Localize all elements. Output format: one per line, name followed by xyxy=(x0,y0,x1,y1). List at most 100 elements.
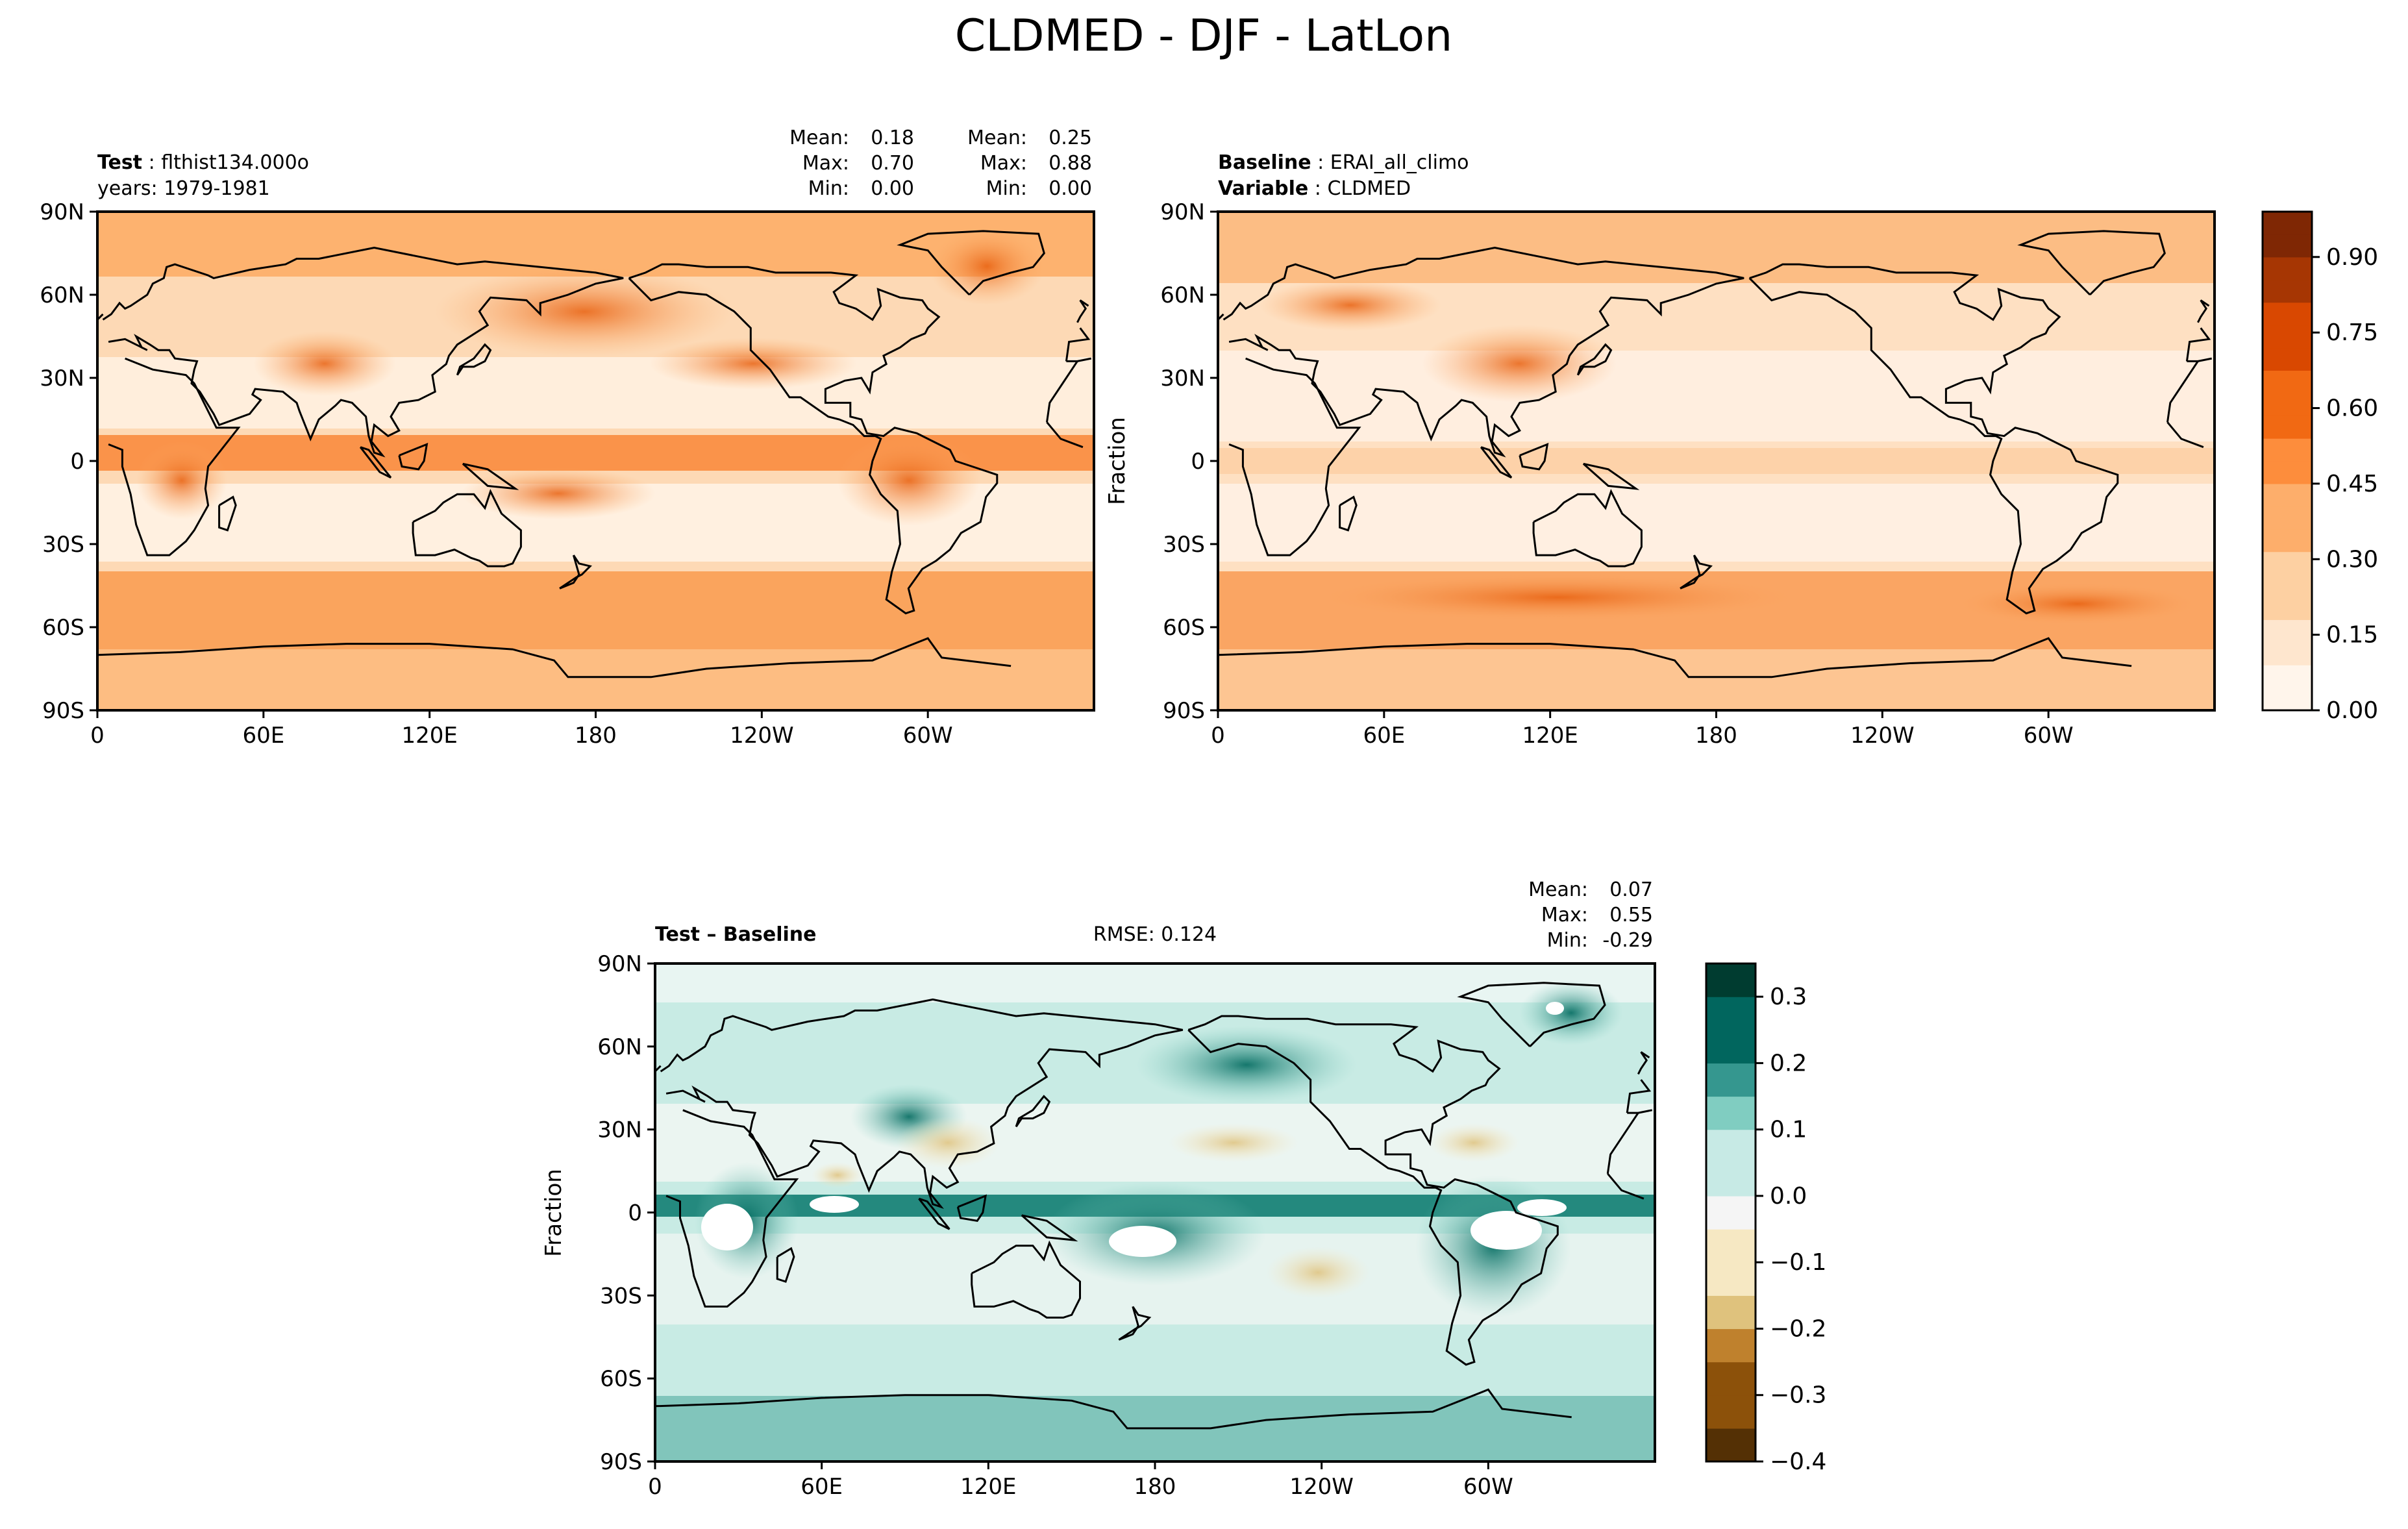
diverging-colorbar-tick-label: 0.0 xyxy=(1770,1183,1807,1210)
baseline-lon-tick-label: 180 xyxy=(1695,723,1737,749)
diverging-colorbar-band xyxy=(1706,1129,1756,1163)
coastline xyxy=(1480,446,1513,479)
sequential-colorbar-tick-label: 0.45 xyxy=(2326,471,2378,497)
coastline xyxy=(462,462,519,490)
difference-lon-tick-label: 0 xyxy=(648,1474,662,1500)
baseline-stat-label: Mean: xyxy=(789,127,849,149)
baseline-lat-tick-label: 60S xyxy=(1163,615,1205,641)
coastline xyxy=(1519,443,1549,471)
diverging-colorbar-frame xyxy=(1705,962,1757,1463)
coastline xyxy=(1066,357,1091,362)
coastline xyxy=(1076,299,1089,323)
sequential-colorbar-tick-label: 0.00 xyxy=(2326,697,2378,724)
coastline xyxy=(1118,1306,1152,1341)
coastline xyxy=(971,1240,1081,1319)
coastline xyxy=(1046,421,1084,449)
baseline-lat-tick-label: 30S xyxy=(1163,532,1205,558)
coastline xyxy=(1187,1015,1559,1366)
diverging-colorbar-band xyxy=(1706,963,1756,997)
diverging-colorbar-band xyxy=(1706,1063,1756,1097)
test-lon-tick-label: 120W xyxy=(730,723,794,749)
coastline xyxy=(218,495,237,532)
sequential-colorbar-frame xyxy=(2261,210,2313,712)
test-lat-tick-label: 90S xyxy=(42,698,84,724)
diverging-colorbar-tick-label: −0.2 xyxy=(1770,1315,1826,1342)
rmse-label: RMSE: 0.124 xyxy=(1093,923,1217,946)
coastline xyxy=(398,443,428,471)
test-lat-tick-label: 90N xyxy=(40,199,84,225)
sequential-colorbar-band xyxy=(2263,574,2312,598)
sequential-colorbar-band xyxy=(2263,234,2312,258)
coastline xyxy=(1680,554,1713,590)
sequential-colorbar-band xyxy=(2263,642,2312,665)
coastline xyxy=(1626,1079,1652,1113)
sequential-colorbar-band xyxy=(2263,528,2312,553)
coastline xyxy=(2185,327,2211,362)
difference-stat-value: 0.55 xyxy=(1609,904,1653,926)
test-lon-tick-label: 60W xyxy=(903,723,953,749)
coastline xyxy=(559,554,592,590)
baseline-lon-tick-label: 0 xyxy=(1211,723,1225,749)
test-lat-tick-label: 30N xyxy=(40,366,84,392)
difference-stat-label: Min: xyxy=(1547,929,1588,952)
sequential-colorbar: 0.00 0.15 0.30 0.45 0.60 0.75 0.90 xyxy=(2261,210,2378,724)
sequential-colorbar-band xyxy=(2263,506,2312,530)
baseline-lat-tick-label: 60N xyxy=(1160,282,1205,308)
baseline-ylabel: Fraction xyxy=(1104,417,1130,505)
test-stat-value: 0.00 xyxy=(1049,177,1092,200)
difference-ylabel: Fraction xyxy=(541,1169,567,1257)
test-lon-tick-label: 60E xyxy=(242,723,284,749)
variable-name: CLDMED xyxy=(1327,177,1411,200)
difference-lat-tick-label: 0 xyxy=(628,1200,642,1226)
test-field xyxy=(97,212,1094,710)
difference-lon-tick-label: 180 xyxy=(1134,1474,1176,1500)
difference-lat-tick-label: 90N xyxy=(597,951,642,977)
sequential-colorbar-band xyxy=(2263,551,2312,575)
diverging-colorbar-band xyxy=(1706,1361,1756,1396)
test-lon-tick-label: 180 xyxy=(575,723,617,749)
sequential-colorbar-band xyxy=(2263,256,2312,280)
baseline-lat-tick-label: 0 xyxy=(1191,449,1205,475)
coastline xyxy=(660,998,1184,1210)
coastline xyxy=(1637,1051,1650,1075)
diverging-colorbar-band xyxy=(1706,1162,1756,1197)
baseline-stat-value: 0.70 xyxy=(871,152,914,175)
coastline xyxy=(1606,1112,1639,1175)
difference-stat-value: 0.07 xyxy=(1609,878,1653,901)
svg-text:Baseline : ERAI_all_climo: Baseline : ERAI_all_climo xyxy=(1218,151,1469,174)
sequential-colorbar-tick-label: 0.15 xyxy=(2326,622,2378,649)
difference-label: Test – Baseline xyxy=(655,923,817,946)
coastline xyxy=(1582,462,1640,490)
diverging-colorbar-band xyxy=(1706,1030,1756,1063)
difference-lat-tick-label: 60N xyxy=(597,1034,642,1060)
sequential-colorbar-band xyxy=(2263,688,2312,711)
difference-lat-tick-label: 60S xyxy=(600,1366,642,1392)
baseline-lon-tick-label: 120W xyxy=(1850,723,1915,749)
test-stat-label: Max: xyxy=(980,152,1027,175)
sequential-colorbar-tick-label: 0.30 xyxy=(2326,546,2378,573)
test-stat-label: Min: xyxy=(986,177,1027,200)
coastline xyxy=(1046,360,1078,423)
coastline xyxy=(1339,495,1358,532)
sequential-colorbar-band xyxy=(2263,597,2312,620)
difference-stat-value: -0.29 xyxy=(1602,929,1653,952)
baseline-field xyxy=(1218,212,2215,710)
difference-lat-tick-label: 30N xyxy=(597,1117,642,1143)
difference-field xyxy=(655,963,1655,1461)
sequential-colorbar-band xyxy=(2263,619,2312,643)
sequential-colorbar-band xyxy=(2263,370,2312,393)
diverging-colorbar-band xyxy=(1706,997,1756,1030)
coastline xyxy=(1457,982,1606,1047)
coastline xyxy=(1065,327,1091,362)
coastline xyxy=(1576,343,1613,376)
diverging-colorbar-tick-label: 0.2 xyxy=(1770,1050,1807,1076)
baseline-label: Baseline xyxy=(1218,151,1311,174)
svg-text:Test : flthist134.000o: Test : flthist134.000o xyxy=(97,151,309,174)
coastline xyxy=(1532,488,1643,567)
baseline-stat-value: 0.18 xyxy=(871,127,914,149)
coastline xyxy=(1223,246,1744,458)
test-lat-tick-label: 30S xyxy=(42,532,84,558)
variable-label: Variable xyxy=(1218,177,1308,200)
coastline xyxy=(665,1109,799,1308)
